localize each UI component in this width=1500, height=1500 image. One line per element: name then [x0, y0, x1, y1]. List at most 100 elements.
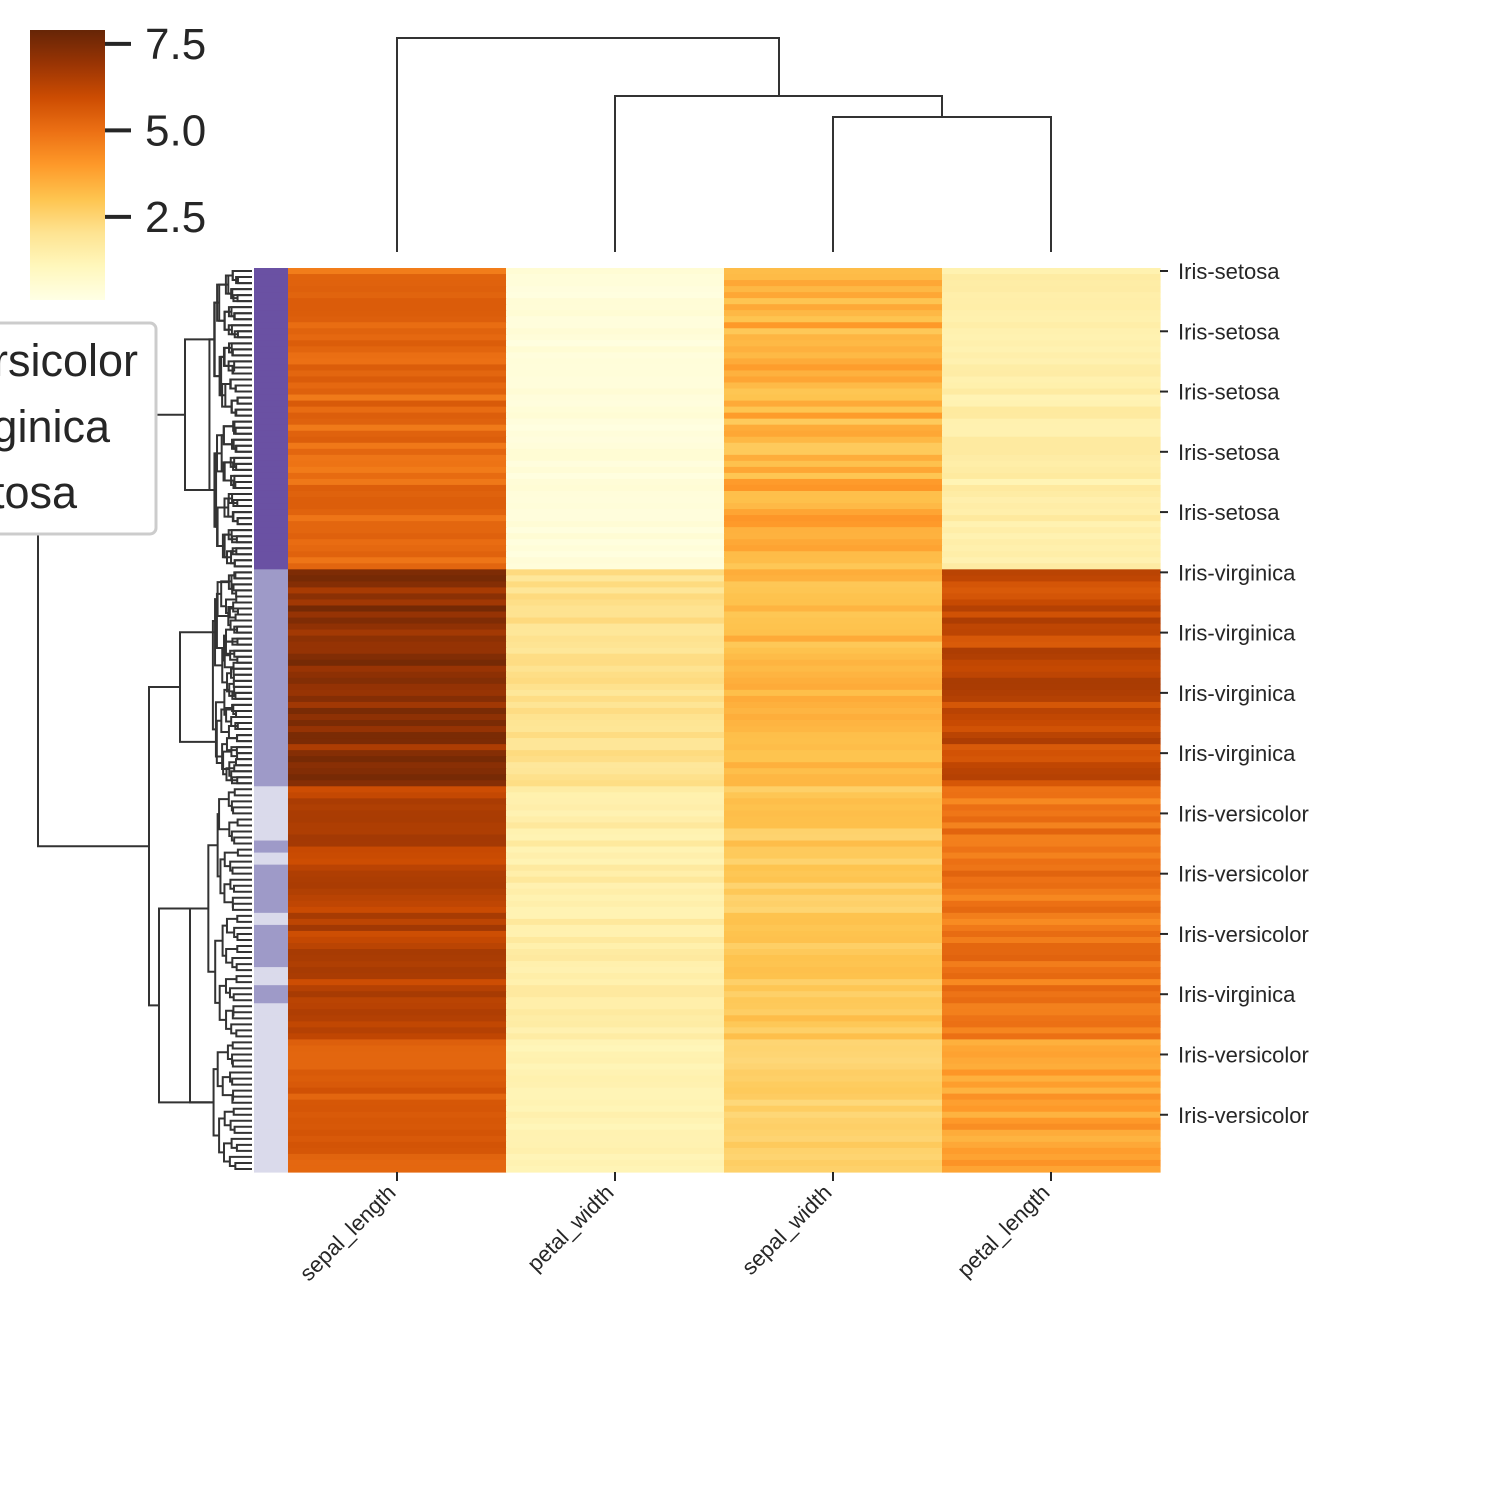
species-strip-cell — [254, 653, 288, 661]
heatmap-cell — [288, 894, 507, 902]
heatmap-cell — [942, 1021, 1161, 1028]
species-strip-cell — [254, 1063, 288, 1071]
heatmap-cell — [506, 286, 725, 293]
heatmap-cell — [506, 1099, 725, 1107]
heatmap-cell — [288, 786, 507, 793]
heatmap-cell — [288, 1135, 507, 1143]
heatmap-cell — [288, 647, 507, 655]
row-dendro-link — [233, 559, 252, 568]
row-dendro-link — [235, 535, 252, 544]
row-dendro-link — [231, 866, 252, 875]
row-dendro-link — [235, 709, 252, 718]
row-dendro-link — [213, 452, 222, 528]
heatmap-cell — [942, 1015, 1161, 1022]
heatmap-cell — [506, 756, 725, 763]
species-strip-cell — [254, 370, 288, 378]
heatmap-cell — [942, 1147, 1161, 1155]
row-dendro-link — [235, 589, 252, 598]
heatmap-cell — [724, 328, 943, 335]
heatmap-cell — [288, 756, 507, 763]
heatmap-cell — [724, 1129, 943, 1137]
heatmap-cell — [288, 1147, 507, 1155]
species-strip-cell — [254, 786, 288, 793]
heatmap-cell — [506, 774, 725, 781]
heatmap-cell — [288, 466, 507, 474]
heatmap-cell — [942, 460, 1161, 468]
heatmap-cell — [288, 1165, 507, 1173]
heatmap-cell — [506, 478, 725, 486]
species-strip-cell — [254, 864, 288, 872]
species-strip-cell — [254, 497, 288, 504]
heatmap-cell — [724, 322, 943, 329]
heatmap-cells — [288, 268, 1161, 1173]
heatmap-cell — [506, 924, 725, 932]
heatmap-cell — [288, 352, 507, 359]
heatmap-cell — [288, 418, 507, 426]
heatmap-cell — [724, 551, 943, 558]
heatmap-cell — [506, 280, 725, 287]
heatmap-cell — [288, 659, 507, 667]
heatmap-cell — [506, 442, 725, 450]
heatmap-cell — [506, 840, 725, 848]
heatmap-cell — [724, 310, 943, 317]
row-dendro-link — [215, 719, 224, 764]
species-strip-cell — [254, 701, 288, 709]
heatmap-cell — [506, 1123, 725, 1131]
heatmap-cell — [942, 310, 1161, 317]
heatmap-cell — [288, 991, 507, 998]
row-dendro-link — [229, 378, 252, 390]
heatmap-cell — [506, 864, 725, 872]
heatmap-cell — [942, 304, 1161, 311]
species-strip-cell — [254, 1045, 288, 1053]
row-dendro-link — [224, 640, 238, 657]
legend-entry-virginica: ginica — [0, 401, 111, 452]
heatmap-cell — [724, 985, 943, 992]
row-dendro-link — [235, 1143, 252, 1152]
heatmap-cell — [942, 677, 1161, 685]
heatmap-cell — [288, 448, 507, 456]
heatmap-cell — [506, 1093, 725, 1101]
heatmap-cell — [288, 322, 507, 329]
heatmap-cell — [724, 442, 943, 450]
heatmap-cell — [288, 1009, 507, 1016]
row-dendro-link — [229, 378, 252, 390]
heatmap-cell — [506, 587, 725, 595]
heatmap-cell — [942, 503, 1161, 510]
heatmap-cell — [506, 900, 725, 908]
heatmap-cell — [724, 888, 943, 896]
heatmap-cell — [942, 852, 1161, 860]
heatmap-cell — [506, 539, 725, 546]
heatmap-cell — [724, 545, 943, 552]
species-strip-cell — [254, 991, 288, 998]
heatmap-cell — [942, 726, 1161, 733]
species-strip-cell — [254, 442, 288, 450]
species-strip-cell — [254, 424, 288, 432]
heatmap-cell — [288, 997, 507, 1004]
heatmap-cell — [288, 268, 507, 275]
heatmap-cell — [942, 991, 1161, 998]
heatmap-cell — [288, 298, 507, 305]
species-strip-cell — [254, 955, 288, 962]
heatmap-cell — [288, 503, 507, 510]
heatmap-cell — [506, 738, 725, 745]
heatmap-cell — [724, 997, 943, 1004]
heatmap-cell — [724, 756, 943, 763]
row-dendro-link — [228, 342, 252, 354]
heatmap-cell — [724, 973, 943, 980]
heatmap-cell — [942, 918, 1161, 926]
heatmap-cell — [942, 1039, 1161, 1047]
heatmap-cell — [506, 382, 725, 390]
species-strip-cell — [254, 605, 288, 613]
column-dendrogram — [396, 37, 1052, 252]
heatmap-cell — [288, 985, 507, 992]
column-tick-labels: sepal_length petal_width sepal_width petal_… — [295, 1172, 1055, 1286]
heatmap-cell — [942, 292, 1161, 299]
heatmap-cell — [942, 430, 1161, 438]
heatmap-cell — [942, 659, 1161, 667]
heatmap-cell — [942, 713, 1161, 721]
heatmap-cell — [506, 334, 725, 341]
row-dendro-link — [232, 511, 252, 523]
heatmap-cell — [724, 683, 943, 691]
heatmap-cell — [506, 665, 725, 673]
heatmap-cell — [942, 358, 1161, 366]
